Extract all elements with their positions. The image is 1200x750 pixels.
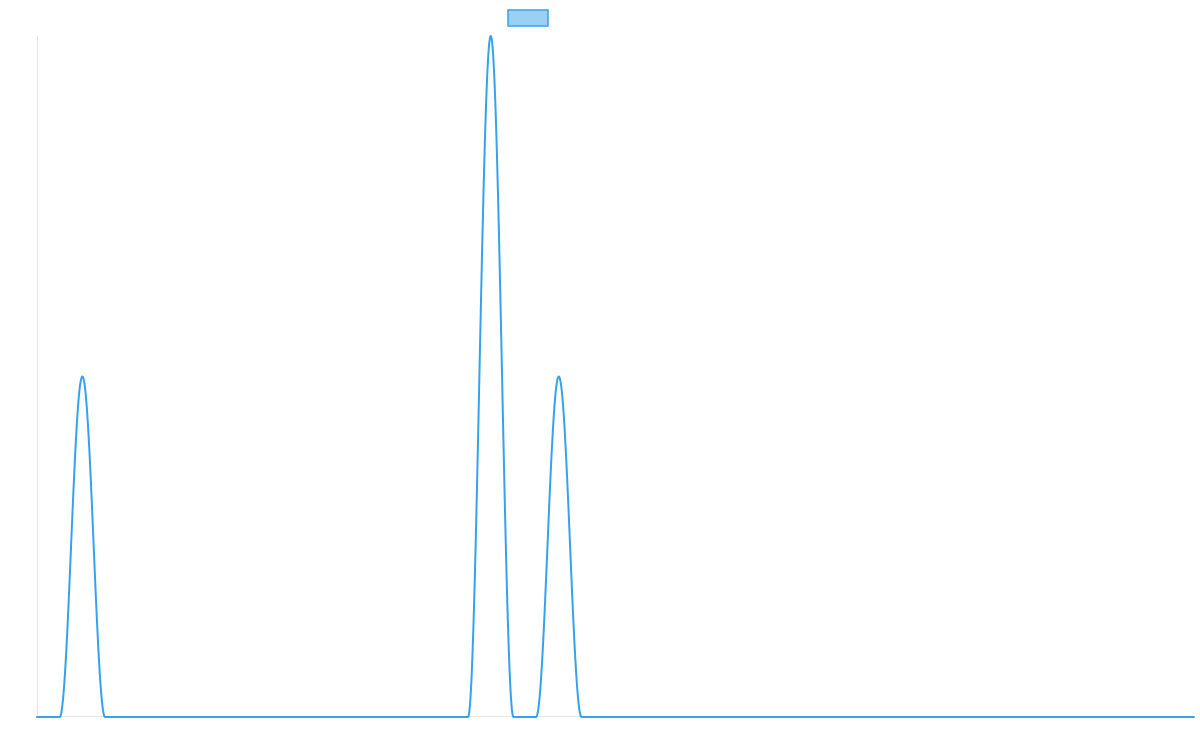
legend[interactable] [507, 9, 549, 27]
data-point-peak-3[interactable] [553, 371, 565, 383]
data-point-peak-2[interactable] [485, 30, 497, 42]
legend-swatch[interactable] [507, 9, 549, 27]
data-point-peak-1[interactable] [76, 371, 88, 383]
series-line [36, 35, 1195, 718]
series-layer [36, 30, 1195, 718]
